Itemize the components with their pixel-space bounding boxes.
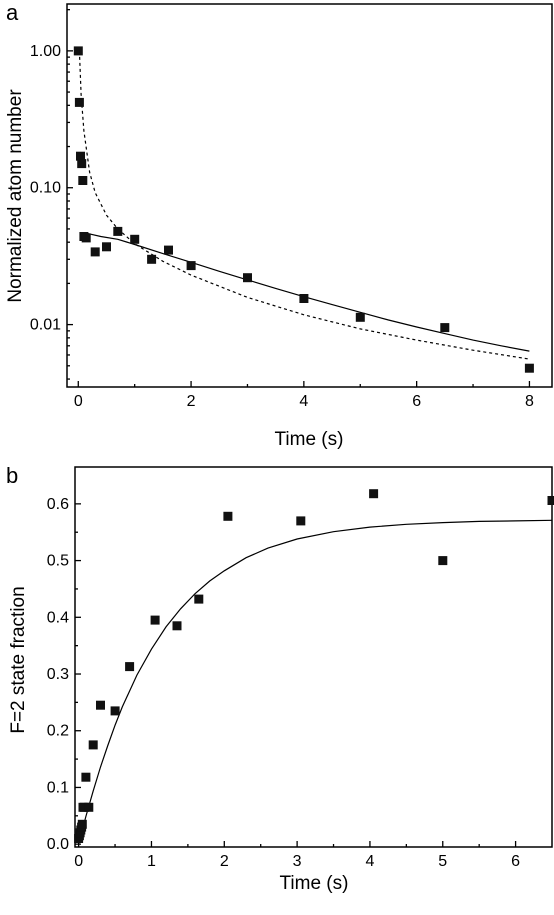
data-point — [81, 233, 91, 243]
panel-a-data-points — [73, 46, 534, 373]
x-tick-label: 6 — [511, 853, 520, 870]
data-point — [147, 254, 157, 264]
panel-b-frame — [74, 466, 553, 848]
data-point — [81, 772, 91, 782]
data-point — [130, 234, 140, 244]
panel-b-fit-curves — [78, 519, 553, 845]
data-point — [223, 511, 233, 521]
x-tick-label: 5 — [438, 853, 447, 870]
data-point — [186, 261, 196, 271]
x-tick-label: 2 — [220, 853, 229, 870]
panel-b-y-axis-label: F=2 state fraction — [8, 586, 29, 733]
data-point — [84, 802, 94, 812]
x-tick-label: 6 — [412, 393, 421, 410]
panel-a-letter: a — [6, 0, 19, 25]
panel-b-ticks: 0 1 2 3 4 5 6 0.0 0.1 0.2 0.3 0.4 0.5 0.6 — [47, 496, 520, 870]
panel-a-y-axis-label: Normalized atom number — [5, 89, 26, 303]
data-point — [172, 621, 182, 631]
y-tick-label: 0.2 — [47, 723, 69, 740]
data-point — [355, 312, 365, 322]
data-point — [296, 516, 306, 526]
x-tick-label: 4 — [365, 853, 374, 870]
fit-curve-solid — [83, 232, 530, 352]
data-point — [76, 151, 85, 161]
panel-a: a Time (s) Normalized atom number 0 2 4 6 8 1… — [5, 0, 553, 450]
fit-curve-dashed — [78, 50, 530, 360]
y-tick-label: 0.01 — [30, 317, 61, 334]
panel-a-x-axis-label: Time (s) — [275, 429, 344, 450]
data-point — [88, 740, 98, 750]
data-point — [194, 594, 204, 604]
x-tick-label: 1 — [147, 853, 156, 870]
panel-a-ticks: 0 2 4 6 8 1.00 0.10 0.01 — [30, 9, 534, 410]
data-point — [438, 556, 448, 566]
y-tick-label: 0.10 — [30, 180, 61, 197]
data-point — [547, 496, 554, 505]
data-point — [299, 294, 309, 303]
data-point — [113, 226, 123, 236]
y-tick-label: 0.0 — [47, 836, 69, 853]
y-tick-label: 0.3 — [47, 666, 69, 683]
y-tick-label: 0.5 — [47, 553, 69, 570]
data-point — [77, 159, 87, 169]
x-tick-label: 4 — [299, 393, 308, 410]
data-point — [110, 706, 120, 716]
data-point — [74, 97, 84, 107]
data-point — [78, 176, 88, 185]
data-point — [164, 245, 173, 255]
panel-b-x-axis-label: Time (s) — [280, 873, 349, 894]
data-point — [150, 615, 160, 625]
y-tick-label: 0.4 — [47, 609, 69, 626]
x-tick-label: 0 — [74, 393, 83, 410]
data-point — [90, 247, 100, 257]
x-tick-label: 8 — [525, 393, 534, 410]
fit-curve-solid — [78, 519, 553, 845]
data-point — [102, 242, 111, 252]
y-tick-label: 0.1 — [47, 779, 69, 796]
data-point — [77, 819, 87, 829]
panel-b-data-points — [74, 489, 554, 843]
y-tick-label: 1.00 — [30, 43, 61, 60]
data-point — [524, 363, 534, 373]
x-tick-label: 0 — [74, 853, 83, 870]
data-point — [440, 323, 450, 333]
data-point — [369, 489, 379, 499]
panel-a-frame — [66, 3, 553, 388]
panel-b-letter: b — [6, 463, 18, 488]
data-point — [243, 273, 252, 283]
panel-b: b Time (s) F=2 state fraction 0 1 2 3 4 5 6 0.0… — [6, 463, 554, 894]
data-point — [73, 46, 83, 56]
x-tick-label: 2 — [187, 393, 196, 410]
x-tick-label: 3 — [293, 853, 302, 870]
data-point — [125, 662, 135, 672]
panel-a-fit-curves — [78, 50, 530, 360]
y-tick-label: 0.6 — [47, 496, 69, 513]
data-point — [96, 700, 105, 710]
